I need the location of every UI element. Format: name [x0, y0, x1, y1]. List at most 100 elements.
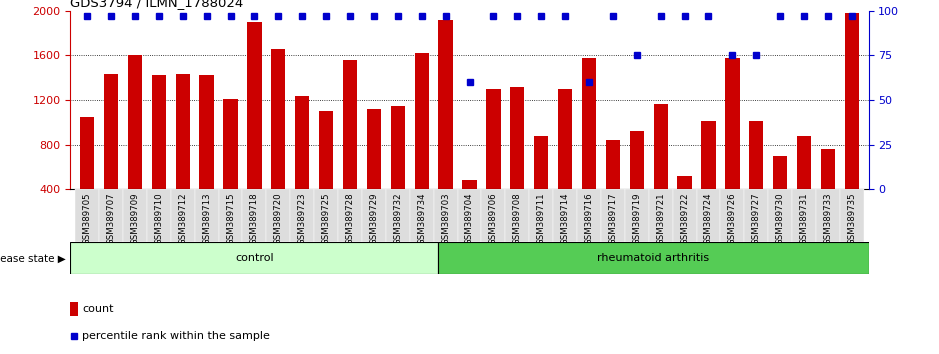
Bar [797, 136, 811, 234]
Bar [553, 189, 577, 242]
Bar [343, 60, 357, 234]
Bar [697, 189, 720, 242]
Bar [725, 58, 740, 234]
Bar [171, 189, 194, 242]
Bar [295, 96, 309, 234]
Bar [267, 189, 290, 242]
Bar [793, 189, 816, 242]
Text: GSM389715: GSM389715 [226, 192, 235, 245]
Bar [510, 87, 525, 234]
Text: GSM389733: GSM389733 [824, 192, 833, 245]
Bar [75, 189, 100, 242]
Bar [362, 189, 386, 242]
Bar [70, 302, 78, 316]
Bar [649, 189, 672, 242]
Text: GSM389732: GSM389732 [393, 192, 402, 245]
Text: GSM389707: GSM389707 [106, 192, 115, 245]
Text: GDS3794 / ILMN_1788024: GDS3794 / ILMN_1788024 [70, 0, 244, 10]
Bar [606, 140, 620, 234]
Text: GSM389718: GSM389718 [250, 192, 259, 245]
Text: GSM389731: GSM389731 [799, 192, 808, 245]
Bar [720, 189, 745, 242]
Text: GSM389722: GSM389722 [680, 192, 689, 245]
Text: GSM389725: GSM389725 [322, 192, 331, 245]
Text: GSM389724: GSM389724 [704, 192, 713, 245]
Text: GSM389729: GSM389729 [369, 192, 378, 245]
Bar [338, 189, 362, 242]
Text: GSM389703: GSM389703 [441, 192, 450, 245]
Bar [247, 22, 262, 234]
Bar [672, 189, 697, 242]
Bar [768, 189, 793, 242]
Bar [242, 189, 267, 242]
Bar [194, 189, 219, 242]
Text: control: control [235, 253, 274, 263]
Bar [654, 104, 668, 234]
Text: GSM389720: GSM389720 [274, 192, 283, 245]
Text: GSM389705: GSM389705 [83, 192, 92, 245]
Text: GSM389709: GSM389709 [131, 192, 140, 245]
Bar [582, 58, 596, 234]
Bar [290, 189, 315, 242]
Text: GSM389710: GSM389710 [154, 192, 163, 245]
Bar [462, 181, 477, 234]
Bar [839, 189, 864, 242]
Bar [845, 13, 859, 234]
Text: GSM389704: GSM389704 [465, 192, 474, 245]
Bar [146, 189, 171, 242]
Text: GSM389714: GSM389714 [561, 192, 570, 245]
Bar [821, 149, 835, 234]
Text: GSM389717: GSM389717 [608, 192, 617, 245]
Text: GSM389727: GSM389727 [752, 192, 761, 245]
Bar [773, 156, 787, 234]
Bar [482, 189, 505, 242]
Text: GSM389713: GSM389713 [202, 192, 211, 245]
Bar [457, 189, 482, 242]
Text: GSM389712: GSM389712 [178, 192, 187, 245]
Text: GSM389706: GSM389706 [489, 192, 498, 245]
Bar [701, 121, 716, 234]
Text: GSM389721: GSM389721 [656, 192, 665, 245]
Bar [391, 105, 405, 234]
Text: GSM389735: GSM389735 [847, 192, 856, 245]
Bar [152, 75, 166, 234]
Bar [271, 48, 285, 234]
Bar [386, 189, 409, 242]
Bar [439, 19, 453, 234]
Bar [601, 189, 624, 242]
Bar [530, 189, 553, 242]
Bar [816, 189, 839, 242]
Bar [486, 89, 500, 234]
Bar [534, 136, 548, 234]
Text: disease state ▶: disease state ▶ [0, 253, 66, 263]
Bar [70, 242, 439, 274]
Bar [677, 176, 692, 234]
Bar [749, 121, 763, 234]
Bar [745, 189, 768, 242]
Bar [128, 55, 142, 234]
Bar [104, 74, 118, 234]
Bar [624, 189, 649, 242]
Bar [199, 75, 214, 234]
Text: count: count [83, 304, 114, 314]
Bar [434, 189, 457, 242]
Bar [367, 109, 381, 234]
Bar [123, 189, 146, 242]
Bar [630, 131, 644, 234]
Bar [176, 74, 190, 234]
Text: GSM389716: GSM389716 [584, 192, 593, 245]
Text: GSM389723: GSM389723 [298, 192, 307, 245]
Text: GSM389734: GSM389734 [417, 192, 426, 245]
Bar [414, 53, 429, 234]
Text: GSM389711: GSM389711 [537, 192, 546, 245]
Bar [80, 117, 94, 234]
Text: GSM389708: GSM389708 [513, 192, 522, 245]
Bar [100, 189, 123, 242]
Text: percentile rank within the sample: percentile rank within the sample [83, 331, 270, 341]
Text: GSM389719: GSM389719 [632, 192, 641, 245]
Text: GSM389728: GSM389728 [346, 192, 355, 245]
Bar [315, 189, 338, 242]
Text: GSM389726: GSM389726 [728, 192, 737, 245]
Bar [409, 189, 434, 242]
Bar [505, 189, 530, 242]
